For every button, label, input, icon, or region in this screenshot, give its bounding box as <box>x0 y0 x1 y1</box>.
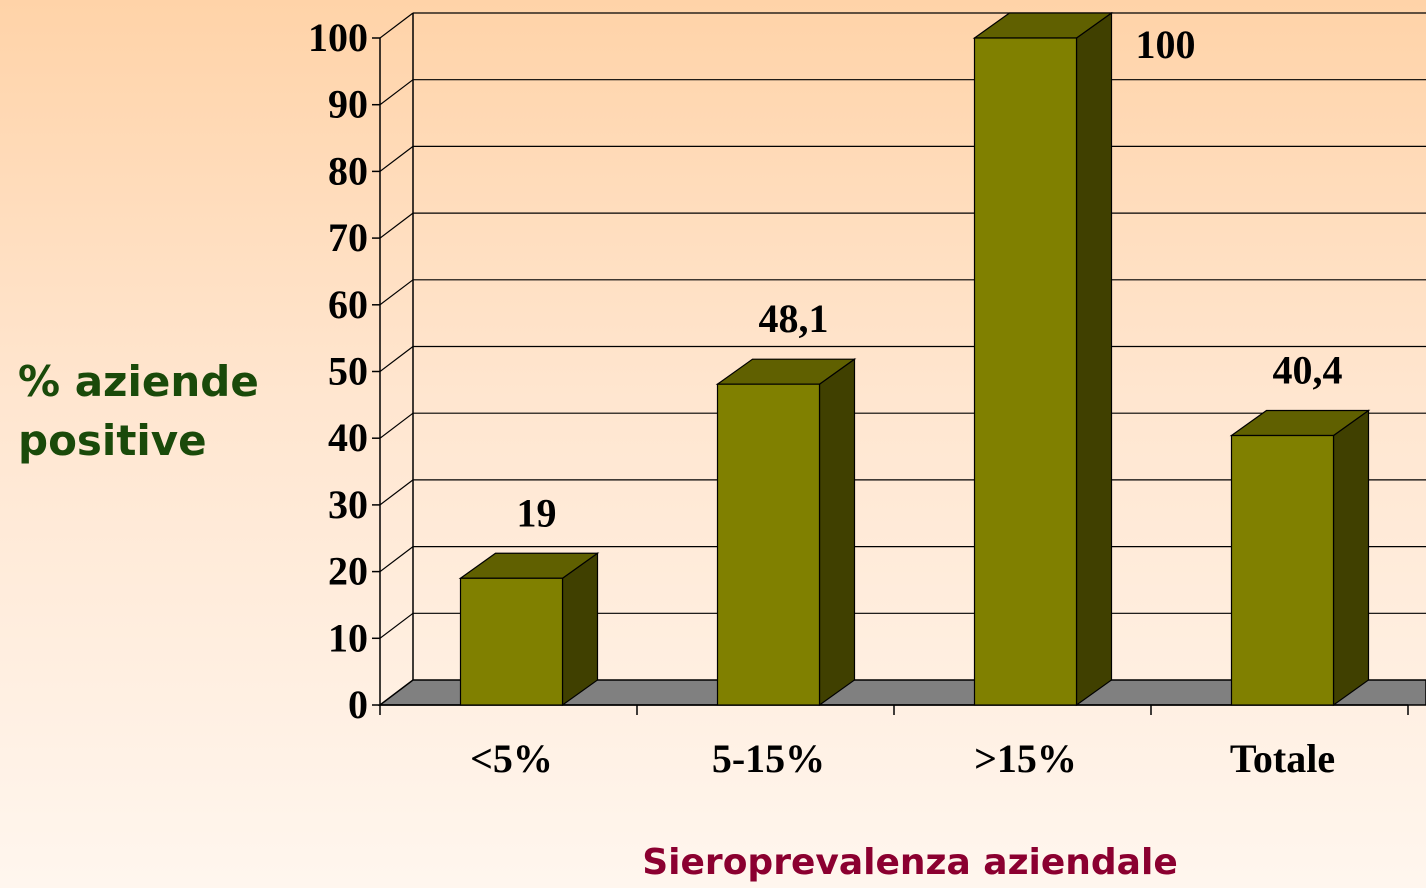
bar-side <box>818 358 856 707</box>
bar <box>459 577 564 706</box>
grid-line <box>379 479 414 506</box>
y-tick-label: 20 <box>328 549 368 594</box>
y-tick-label: 60 <box>328 282 368 327</box>
x-tick-label: >15% <box>974 736 1077 781</box>
data-label: 40,4 <box>1273 348 1343 393</box>
grid-line <box>379 12 414 39</box>
x-tick-label: 5-15% <box>712 736 825 781</box>
grid-line <box>379 279 414 306</box>
grid-line <box>379 612 414 639</box>
y-tick-label: 90 <box>328 82 368 127</box>
x-tick-label: <5% <box>470 736 553 781</box>
grid-line <box>379 79 414 106</box>
x-tick-label: Totale <box>1230 736 1335 781</box>
bar-side <box>1332 409 1370 707</box>
grid-line <box>379 212 414 239</box>
bar <box>716 383 821 706</box>
bar-side <box>561 552 599 707</box>
y-tick-label: 100 <box>308 15 368 60</box>
y-tick-label: 10 <box>328 615 368 660</box>
grid-line <box>379 412 414 439</box>
bar <box>973 37 1078 706</box>
y-tick-label: 80 <box>328 148 368 193</box>
data-label: 48,1 <box>759 296 829 341</box>
grid-line <box>379 346 414 372</box>
grid-line <box>379 145 414 172</box>
y-axis-title: % aziende positive <box>18 357 259 465</box>
y-tick-label: 30 <box>328 482 368 527</box>
y-tick-label: 40 <box>328 415 368 460</box>
y-tick-label: 0 <box>348 682 368 727</box>
y-tick-label: 50 <box>328 349 368 394</box>
grid-line <box>379 546 414 573</box>
y-tick-label: 70 <box>328 215 368 260</box>
x-axis-title: Sieroprevalenza aziendale <box>642 842 1178 883</box>
bar-side <box>1075 11 1113 707</box>
data-label: 100 <box>1136 22 1196 67</box>
bar <box>1230 434 1335 706</box>
data-label: 19 <box>517 490 557 535</box>
